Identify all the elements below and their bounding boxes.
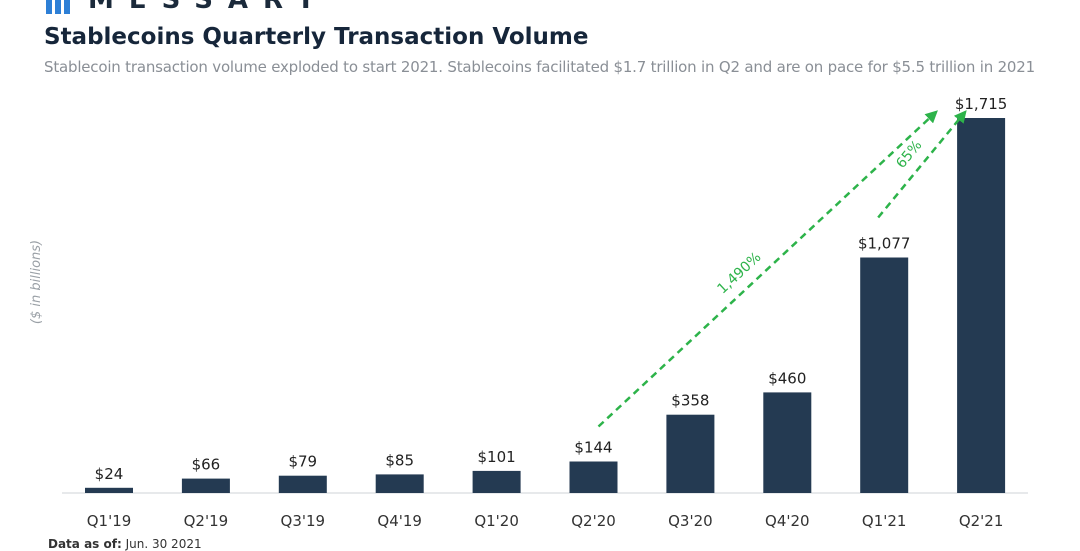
data-label-Q2'21: $1,715 — [955, 95, 1008, 113]
x-tick-label-Q1'19: Q1'19 — [87, 512, 132, 530]
data-label-Q4'20: $460 — [768, 369, 806, 387]
bar-Q2'21 — [957, 118, 1006, 493]
footnote: Data as of: Jun. 30 2021 — [48, 537, 202, 551]
footnote-value: Jun. 30 2021 — [125, 537, 202, 551]
x-tick-label-Q2'21: Q2'21 — [959, 512, 1004, 530]
growth-arrow-1 — [597, 110, 938, 428]
data-label-Q1'20: $101 — [478, 448, 516, 466]
bar-Q3'19 — [278, 475, 327, 493]
growth-label-1: 1,490% — [714, 249, 764, 297]
x-tick-label-Q4'19: Q4'19 — [377, 512, 422, 530]
chart-title: Stablecoins Quarterly Transaction Volume — [44, 24, 589, 50]
data-label-Q4'19: $85 — [385, 451, 414, 469]
x-tick-label-Q3'20: Q3'20 — [668, 512, 713, 530]
x-tick-label-Q4'20: Q4'20 — [765, 512, 810, 530]
bar-Q2'20 — [569, 461, 618, 493]
messari-logo-icon — [46, 0, 70, 14]
bar-Q4'20 — [763, 392, 812, 493]
x-tick-label-Q2'19: Q2'19 — [184, 512, 229, 530]
x-tick-label-Q2'20: Q2'20 — [571, 512, 616, 530]
data-label-Q3'19: $79 — [288, 453, 317, 471]
footnote-label: Data as of: — [48, 537, 122, 551]
growth-arrow-2 — [877, 110, 967, 219]
data-label-Q1'19: $24 — [95, 465, 124, 483]
chart-subtitle: Stablecoin transaction volume exploded t… — [44, 58, 1035, 76]
bar-Q1'20 — [472, 470, 521, 493]
bar-Q1'19 — [85, 487, 133, 493]
x-tick-label-Q3'19: Q3'19 — [281, 512, 326, 530]
bar-Q3'20 — [666, 414, 715, 493]
x-tick-label-Q1'20: Q1'20 — [474, 512, 519, 530]
brand: MESSART — [44, 0, 330, 15]
data-label-Q1'21: $1,077 — [858, 235, 911, 253]
data-label-Q2'19: $66 — [192, 456, 221, 474]
x-tick-label-Q1'21: Q1'21 — [862, 512, 907, 530]
bar-Q4'19 — [375, 474, 424, 493]
bar-Q1'21 — [860, 257, 909, 493]
y-axis-label: ($ in billions) — [29, 240, 44, 324]
bar-Q2'19 — [181, 478, 230, 493]
data-label-Q2'20: $144 — [574, 439, 612, 457]
bar-chart: ($ in billions) $24 Q1'19 $66 Q2'19 $79 Q3'19… — [29, 95, 1028, 530]
brand-name: MESSART — [88, 0, 330, 15]
data-label-Q3'20: $358 — [671, 392, 709, 410]
